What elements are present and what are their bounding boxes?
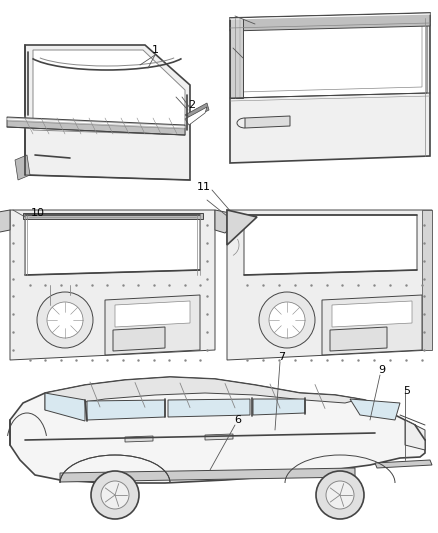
Polygon shape xyxy=(10,210,215,360)
Circle shape xyxy=(269,302,305,338)
Polygon shape xyxy=(230,13,430,163)
Polygon shape xyxy=(245,116,290,128)
Polygon shape xyxy=(405,420,425,450)
Polygon shape xyxy=(330,327,387,351)
Text: 5: 5 xyxy=(403,386,410,396)
Text: 11: 11 xyxy=(197,182,211,192)
Polygon shape xyxy=(375,460,432,468)
Text: 6: 6 xyxy=(234,415,241,425)
Polygon shape xyxy=(227,210,432,360)
Polygon shape xyxy=(87,400,165,420)
Polygon shape xyxy=(25,215,200,275)
Polygon shape xyxy=(45,377,360,410)
Polygon shape xyxy=(115,301,190,327)
Polygon shape xyxy=(10,377,425,483)
Polygon shape xyxy=(244,215,417,275)
Polygon shape xyxy=(185,103,209,118)
Text: 1: 1 xyxy=(152,45,159,55)
Text: 9: 9 xyxy=(378,365,385,375)
Polygon shape xyxy=(45,393,85,421)
Polygon shape xyxy=(233,16,427,98)
Polygon shape xyxy=(168,399,250,417)
Polygon shape xyxy=(253,399,305,415)
Circle shape xyxy=(101,481,129,509)
Text: 10: 10 xyxy=(31,208,45,218)
Circle shape xyxy=(47,302,83,338)
Polygon shape xyxy=(23,213,203,219)
Polygon shape xyxy=(205,434,233,440)
Polygon shape xyxy=(422,210,432,350)
Polygon shape xyxy=(227,210,257,245)
Circle shape xyxy=(326,481,354,509)
Polygon shape xyxy=(230,13,430,31)
Text: 2: 2 xyxy=(188,100,195,110)
Polygon shape xyxy=(7,117,185,135)
Polygon shape xyxy=(125,436,153,442)
Circle shape xyxy=(37,292,93,348)
Polygon shape xyxy=(105,295,200,355)
Circle shape xyxy=(91,471,139,519)
Polygon shape xyxy=(185,107,207,125)
Polygon shape xyxy=(230,18,243,98)
Polygon shape xyxy=(113,327,165,351)
Text: 7: 7 xyxy=(279,352,286,362)
Circle shape xyxy=(316,471,364,519)
Polygon shape xyxy=(15,155,30,180)
Polygon shape xyxy=(60,468,355,482)
Polygon shape xyxy=(215,210,233,233)
Polygon shape xyxy=(239,20,422,92)
Polygon shape xyxy=(25,45,190,180)
Polygon shape xyxy=(322,295,422,355)
Polygon shape xyxy=(0,210,10,233)
Polygon shape xyxy=(332,301,412,327)
Polygon shape xyxy=(350,399,400,420)
Polygon shape xyxy=(33,50,185,135)
Circle shape xyxy=(259,292,315,348)
